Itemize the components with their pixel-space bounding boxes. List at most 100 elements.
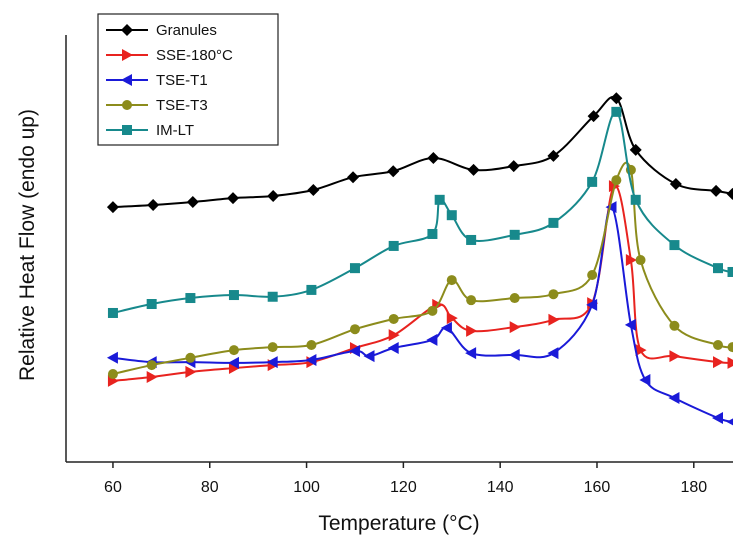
data-point: [727, 342, 733, 353]
data-point: [146, 299, 157, 310]
x-tick-label: 120: [390, 479, 417, 496]
series-line: [112, 110, 733, 314]
data-point: [635, 255, 646, 266]
data-point: [610, 92, 623, 105]
data-point: [509, 321, 521, 334]
legend-marker: [122, 100, 132, 110]
data-point: [146, 371, 158, 384]
data-point: [669, 240, 680, 251]
data-point: [587, 269, 598, 280]
data-point: [466, 295, 477, 306]
data-point: [228, 362, 240, 375]
data-point: [446, 312, 458, 325]
legend-label: TSE-T3: [156, 97, 208, 114]
data-point: [586, 298, 598, 311]
x-axis-label: Temperature (°C): [318, 512, 479, 535]
data-point: [668, 391, 680, 404]
data-point: [106, 351, 118, 364]
data-point: [639, 374, 651, 387]
data-point: [710, 184, 723, 197]
data-point: [712, 263, 723, 274]
data-point: [228, 290, 239, 301]
data-point: [547, 149, 560, 162]
data-point: [548, 289, 559, 300]
data-point: [347, 171, 360, 184]
x-tick-label: 180: [680, 479, 707, 496]
data-point: [388, 313, 399, 324]
data-point: [508, 348, 520, 361]
data-point: [466, 324, 478, 337]
data-point: [426, 333, 438, 346]
data-point: [712, 340, 723, 351]
data-point: [629, 143, 642, 156]
data-point: [185, 352, 196, 363]
data-point: [185, 365, 197, 378]
data-point: [427, 151, 440, 164]
data-point: [507, 160, 520, 173]
data-point: [349, 324, 360, 335]
data-point: [227, 356, 239, 369]
data-point: [635, 344, 647, 357]
data-point: [624, 318, 636, 331]
data-point: [387, 341, 399, 354]
data-point: [363, 350, 375, 363]
legend-label: SSE-180°C: [156, 47, 233, 64]
data-point: [611, 106, 622, 117]
data-point: [547, 347, 559, 360]
data-point: [267, 189, 280, 202]
data-point: [305, 353, 317, 366]
legend-label: IM-LT: [156, 122, 194, 139]
data-point: [711, 412, 723, 425]
data-point: [226, 192, 239, 205]
legend-label: TSE-T1: [156, 72, 208, 89]
data-point: [605, 201, 617, 214]
data-point: [266, 356, 278, 369]
data-point: [446, 210, 457, 221]
data-point: [107, 307, 118, 318]
data-point: [669, 350, 681, 363]
data-point: [267, 291, 278, 302]
data-point: [388, 240, 399, 251]
x-tick-label: 60: [104, 479, 122, 496]
data-point: [727, 266, 733, 277]
data-point: [185, 293, 196, 304]
legend-marker: [121, 74, 132, 86]
x-tick-label: 100: [293, 479, 320, 496]
data-point: [107, 369, 118, 380]
data-point: [630, 194, 641, 205]
data-point: [548, 313, 560, 326]
x-tick-label: 140: [487, 479, 514, 496]
data-point: [465, 347, 477, 360]
data-point: [712, 356, 724, 369]
data-point: [669, 320, 680, 331]
data-point: [726, 418, 733, 426]
data-point: [587, 176, 598, 187]
data-point: [440, 321, 452, 334]
data-point: [307, 184, 320, 197]
data-point: [348, 344, 360, 357]
data-point: [147, 198, 160, 211]
legend-label: Granules: [156, 22, 217, 39]
series-line: [112, 206, 733, 423]
data-point: [446, 275, 457, 286]
data-point: [466, 234, 477, 245]
data-point: [727, 356, 733, 369]
data-point: [387, 165, 400, 178]
data-point: [625, 254, 637, 267]
data-point: [349, 263, 360, 274]
data-point: [548, 217, 559, 228]
data-point: [267, 342, 278, 353]
data-point: [186, 195, 199, 208]
legend-marker: [121, 24, 133, 36]
data-point: [306, 340, 317, 351]
data-point: [427, 305, 438, 316]
data-point: [306, 284, 317, 295]
data-point: [509, 229, 520, 240]
data-point: [427, 228, 438, 239]
y-axis-label: Relative Heat Flow (endo up): [16, 109, 39, 381]
data-point: [434, 194, 445, 205]
data-point: [726, 187, 733, 200]
x-tick-label: 80: [201, 479, 219, 496]
data-point: [106, 201, 119, 214]
